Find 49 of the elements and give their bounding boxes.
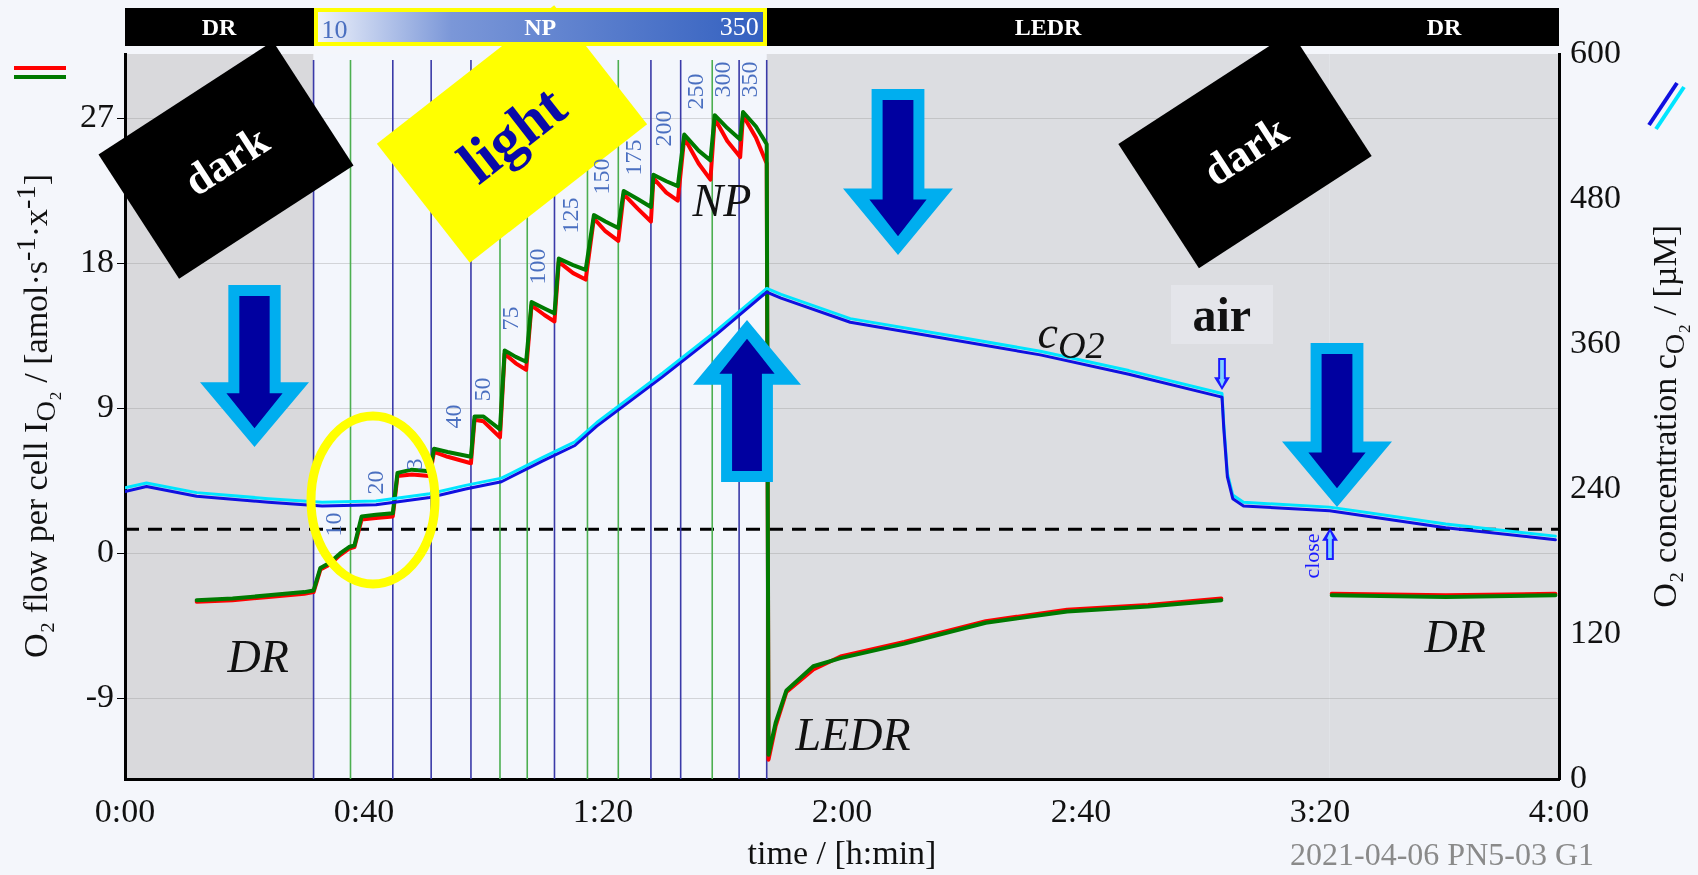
annotation: 200 <box>649 110 677 147</box>
text: 10 <box>321 15 348 44</box>
annotation: 75 <box>496 306 524 331</box>
y-tick-label: 27 <box>80 97 114 135</box>
x-tick-label: 2:00 <box>811 792 873 830</box>
annotation: 300 <box>708 61 736 98</box>
annotation: 50 <box>468 377 496 402</box>
x-axis-title: time / [h:min] <box>747 833 937 871</box>
y2-tick-label: 360 <box>1570 322 1621 360</box>
y-tick-label: 0 <box>97 532 114 570</box>
y2-tick-label: 0 <box>1570 757 1587 795</box>
annotation: 20 <box>361 470 389 495</box>
x-tick-label: 2:40 <box>1050 792 1112 830</box>
band-label: DR <box>201 13 237 41</box>
y2-tick-label: 480 <box>1570 177 1621 215</box>
y2-tick-label: 120 <box>1570 612 1621 650</box>
annotation: 40 <box>439 404 467 429</box>
x-tick-label: 0:40 <box>333 792 395 830</box>
annotation: 10 <box>319 512 347 537</box>
annotation: 100 <box>523 248 551 285</box>
annotation: light <box>444 70 579 198</box>
text: 350 <box>719 12 759 41</box>
x-tick-label: 3:20 <box>1289 792 1351 830</box>
y2-tick-label: 240 <box>1570 467 1621 505</box>
annotation: 250 <box>681 73 709 110</box>
x-tick-label: 1:20 <box>572 792 634 830</box>
annotation: 175 <box>619 139 647 176</box>
band-label: DR <box>1426 13 1462 41</box>
band-label: NP <box>524 13 557 41</box>
text: 2021-04-06 PN5-03 G1 <box>1290 836 1594 873</box>
annotation: c$_{O2}$ <box>1037 305 1105 367</box>
annotation: dark <box>174 113 279 207</box>
y-tick-label: -9 <box>85 677 114 715</box>
band-label: LEDR <box>1014 13 1082 41</box>
annotation: DR <box>227 629 289 683</box>
annotation: air <box>1170 284 1274 344</box>
annotation: 150 <box>587 158 615 195</box>
y2-tick-label: 600 <box>1570 32 1621 70</box>
x-tick-label: 4:00 <box>1528 792 1590 830</box>
annotation: 125 <box>556 197 584 234</box>
annotation: close <box>1298 533 1325 579</box>
annotation: LEDR <box>795 707 911 761</box>
y-tick-label: 18 <box>80 242 114 280</box>
annotation: DR <box>1424 609 1486 663</box>
annotation: dark <box>1193 103 1298 197</box>
annotation: 350 <box>735 61 763 98</box>
y-tick-label: 9 <box>97 387 114 425</box>
annotation: 3 <box>400 458 428 471</box>
x-tick-label: 0:00 <box>94 792 156 830</box>
